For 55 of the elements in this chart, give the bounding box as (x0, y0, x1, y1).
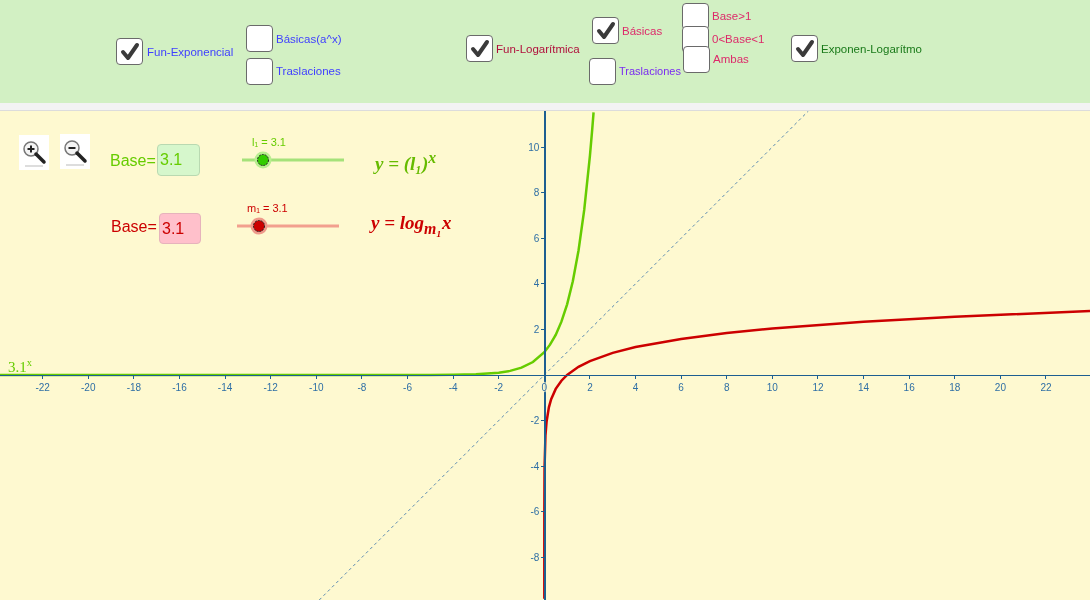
series-label: 3.1$^{x}$ (8, 357, 33, 376)
text: Ambas (713, 52, 749, 66)
x-tick-label: 20 (994, 382, 1007, 394)
annotation: l₁ = 3.1 (252, 135, 286, 149)
text: Base>1 (712, 9, 752, 23)
x-tick-label: 4 (632, 382, 639, 394)
x-tick-label: -12 (263, 382, 279, 394)
x-tick-label: 12 (812, 382, 824, 394)
x-tick-label: -6 (403, 382, 413, 394)
line-series (543, 309, 1090, 600)
y-tick-label: -4 (530, 460, 540, 472)
x-tick-label: 6 (678, 382, 685, 394)
text: Básicas (622, 24, 663, 38)
line-series (0, 111, 595, 377)
x-tick-label: -16 (172, 382, 188, 394)
x-tick-label: 2 (587, 382, 594, 394)
x-tick-label: -8 (357, 382, 367, 394)
y-tick-label: -8 (530, 551, 540, 563)
text: Exponen-Logarítmo (821, 42, 923, 56)
text-field: 3.1 (159, 213, 201, 244)
x-tick-label: -2 (494, 382, 504, 394)
annotation: 3.1 (162, 219, 185, 238)
x-tick-label: 18 (949, 382, 961, 394)
text: Fun-Logarítmica (496, 42, 580, 56)
y-tick-label: 6 (533, 232, 540, 244)
y-tick-label: 8 (533, 187, 540, 199)
text: Básicas(a^x) (276, 32, 342, 46)
annotation: 3.1 (160, 151, 183, 169)
y-tick-label: 4 (533, 278, 540, 290)
annotation: Base= (111, 218, 157, 236)
annotation: m₁ = 3.1 (247, 201, 288, 215)
x-tick-label: 8 (723, 382, 730, 394)
x-tick-label: -22 (35, 382, 51, 394)
text: Traslaciones (276, 64, 341, 78)
y-tick-label: -2 (530, 415, 540, 427)
y-tick-label: 10 (528, 141, 540, 153)
text: Fun-Exponencial (147, 45, 234, 59)
text: 0<Base<1 (712, 32, 765, 46)
x-tick-label: -4 (448, 382, 458, 394)
annotation: y = log$_{m₁}$x (371, 211, 452, 238)
text-field: 3.1 (157, 144, 200, 176)
x-tick-label: 16 (903, 382, 916, 394)
x-tick-label: 10 (766, 382, 779, 394)
annotation: y = (l₁)$^{x}$ (375, 148, 437, 176)
annotation: Base= (110, 152, 156, 170)
x-tick-label: 14 (858, 382, 870, 394)
x-tick-label: -10 (309, 382, 324, 394)
x-tick-label: 22 (1040, 382, 1052, 394)
y-tick-label: -6 (530, 506, 540, 518)
text: Traslaciones (619, 64, 681, 78)
x-tick-label: -18 (126, 382, 142, 394)
x-tick-label: -14 (217, 382, 233, 394)
y-tick-label: 2 (533, 323, 540, 335)
x-tick-label: 0 (541, 382, 548, 394)
x-tick-label: -20 (81, 382, 96, 394)
